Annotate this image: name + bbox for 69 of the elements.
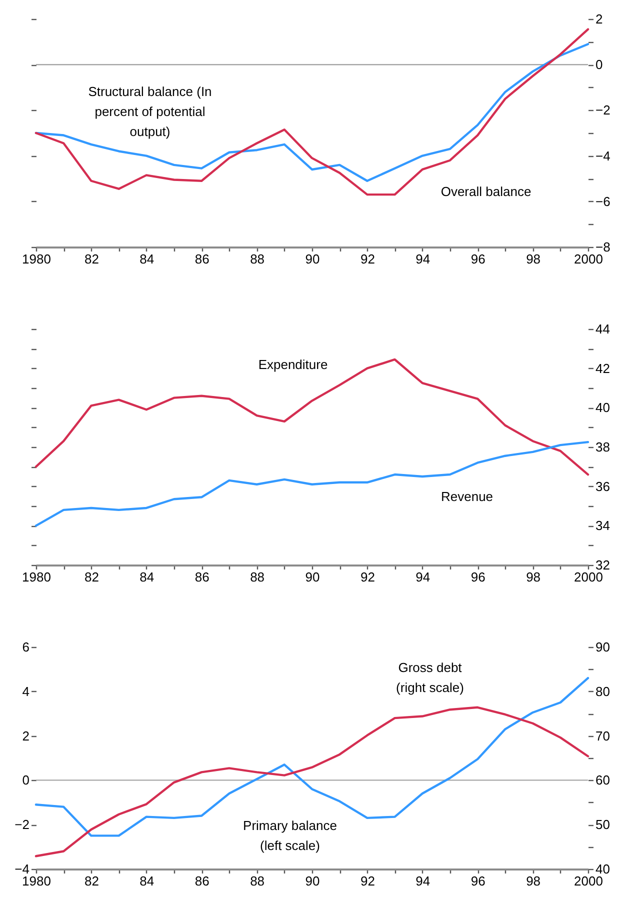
x-tick-label: 84: [140, 252, 154, 266]
x-tick-label: 88: [250, 252, 265, 266]
y-tick-label: −2: [596, 102, 610, 118]
x-tick-label: 88: [250, 874, 265, 888]
x-tick-label: 98: [526, 252, 541, 266]
series-label: Primary balance (left scale): [243, 818, 337, 853]
x-tick-label: 94: [416, 874, 430, 888]
series-label: Expenditure: [258, 357, 328, 372]
y2-tick-label: 50: [596, 817, 610, 832]
series-label: Gross debt (right scale): [396, 660, 464, 695]
x-tick-label: 96: [470, 570, 486, 584]
y-tick-label: 40: [596, 400, 610, 416]
y-tick-label: 38: [596, 440, 610, 454]
y-tick-label: −4: [596, 148, 610, 164]
y-tick-label: 0: [22, 772, 30, 788]
y-tick-label: 34: [596, 518, 610, 534]
x-tick-label: 82: [84, 570, 99, 584]
x-tick-label: 94: [416, 252, 430, 266]
y-tick-label: −4: [14, 862, 30, 876]
x-tick-label: 86: [194, 570, 210, 584]
series-label: Revenue: [440, 489, 494, 504]
y-tick-label: 6: [22, 640, 30, 654]
x-tick-label: 90: [305, 874, 320, 888]
x-tick-label: 2000: [574, 570, 603, 584]
x-tick-label: 98: [526, 874, 541, 888]
line-series: [34, 358, 590, 476]
y2-tick-label: 70: [596, 728, 610, 744]
line-series: [34, 28, 590, 196]
series-label: Structural balance (In percent of potential output): [88, 84, 212, 139]
x-tick-label: 2000: [574, 252, 603, 266]
y-tick-label: 4: [22, 684, 30, 699]
x-tick-label: 84: [140, 570, 154, 584]
line-series: [34, 440, 590, 527]
y-tick-label: 2: [22, 728, 30, 744]
x-tick-label: 92: [360, 570, 375, 584]
y2-tick-label: 90: [596, 640, 610, 654]
y-tick-label: 32: [596, 558, 610, 572]
line-series: [34, 676, 590, 837]
x-tick-label: 90: [305, 252, 320, 266]
y-tick-label: −6: [596, 194, 610, 209]
x-tick-label: 2000: [574, 874, 603, 888]
y-tick-label: −2: [14, 817, 30, 832]
x-tick-label: 94: [416, 570, 430, 584]
x-tick-label: 86: [194, 874, 210, 888]
x-tick-label: 92: [360, 874, 375, 888]
x-tick-label: 90: [305, 570, 320, 584]
y-tick-label: 2: [596, 12, 603, 26]
x-tick-label: 86: [194, 252, 210, 266]
x-tick-label: 82: [84, 874, 99, 888]
y-tick-label: 0: [596, 57, 603, 72]
x-tick-label: 98: [526, 570, 541, 584]
y-tick-label: 36: [596, 478, 610, 494]
y2-tick-label: 80: [596, 684, 610, 699]
x-tick-label: 82: [84, 252, 99, 266]
y-tick-label: 42: [596, 360, 610, 376]
y2-tick-label: 60: [596, 772, 610, 788]
y-tick-label: 44: [596, 322, 610, 336]
x-tick-label: 1980: [22, 874, 51, 888]
y-tick-label: −8: [596, 240, 610, 254]
series-label: Overall balance: [440, 184, 532, 199]
x-tick-label: 96: [470, 252, 486, 266]
line-series: [34, 706, 590, 858]
x-tick-label: 96: [470, 874, 486, 888]
line-series: [34, 42, 590, 182]
x-tick-label: 1980: [22, 252, 51, 266]
x-tick-label: 88: [250, 570, 265, 584]
x-tick-label: 84: [140, 874, 154, 888]
x-tick-label: 92: [360, 252, 375, 266]
x-tick-label: 1980: [22, 570, 51, 584]
